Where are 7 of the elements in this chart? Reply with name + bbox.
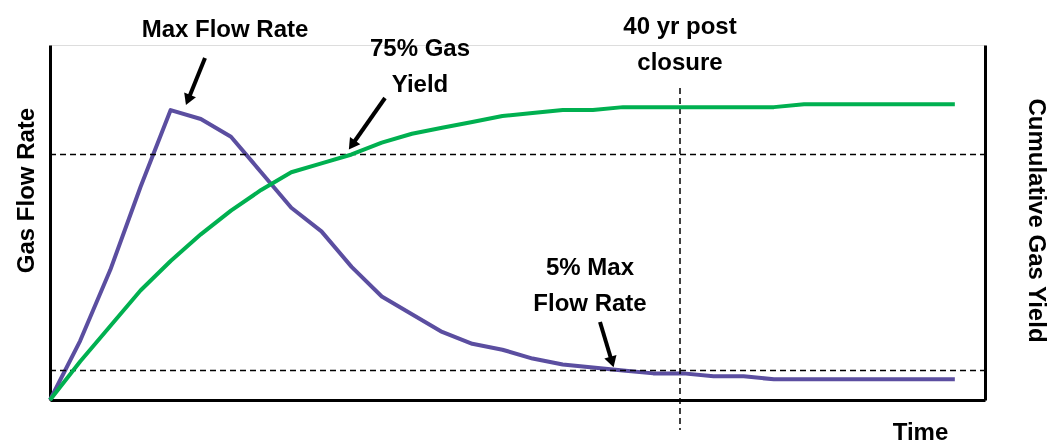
- y2-axis-title: Cumulative Gas Yield: [1023, 98, 1051, 343]
- x-axis-title: Time: [892, 417, 949, 443]
- text: 40 yr post closure: [623, 12, 737, 75]
- annotation: 5% Max Flow Rate: [533, 253, 647, 316]
- text: 75% Gas Yield: [369, 34, 471, 97]
- y-axis-title: Gas Flow Rate: [11, 107, 39, 274]
- text: Max Flow Rate: [141, 15, 309, 42]
